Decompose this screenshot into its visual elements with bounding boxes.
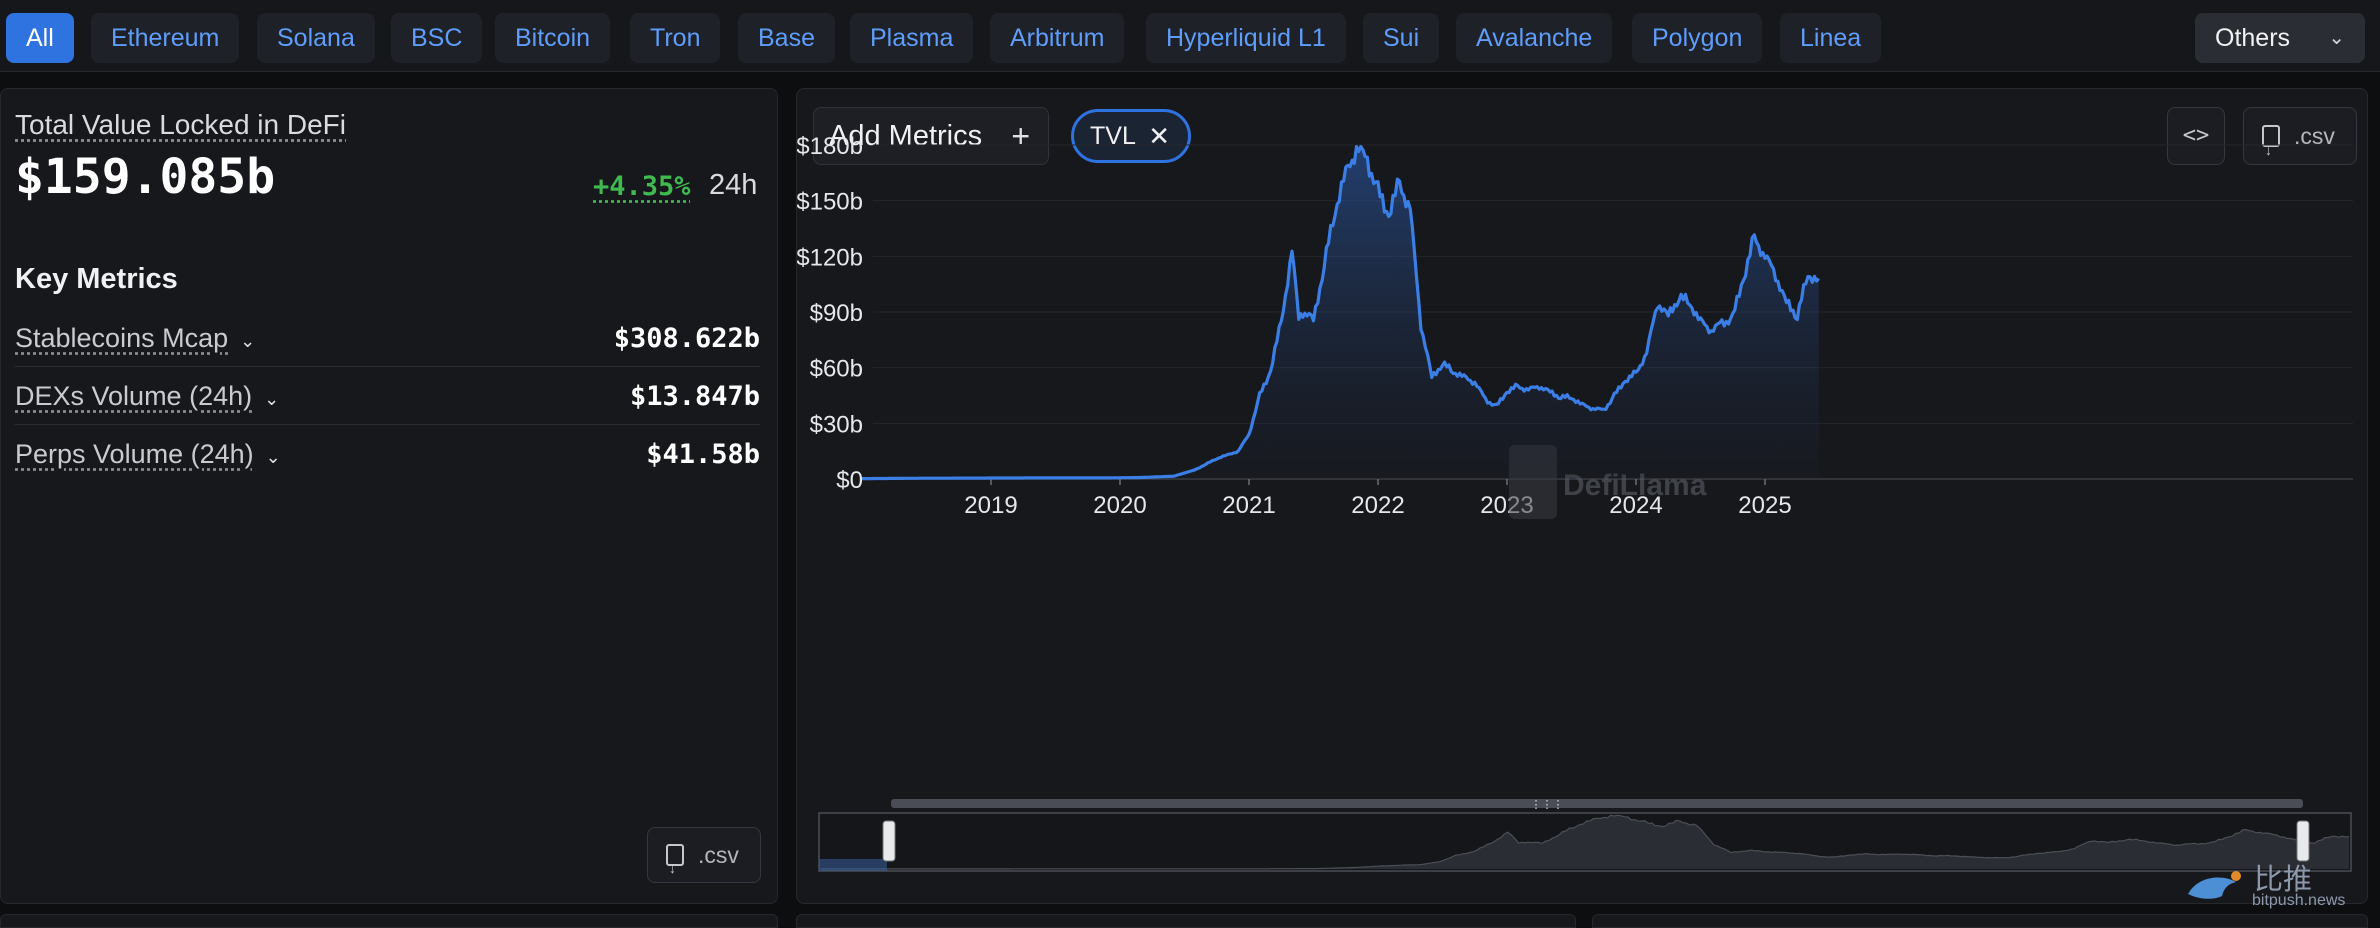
csv-label: .csv — [698, 842, 739, 868]
tab-sui[interactable]: Sui — [1363, 13, 1440, 63]
x-tick-label: 2024 — [1609, 492, 1662, 519]
tab-polygon[interactable]: Polygon — [1632, 13, 1763, 63]
others-dropdown[interactable]: Others ⌄ — [2195, 13, 2365, 63]
tab-linea[interactable]: Linea — [1780, 13, 1882, 63]
tvl-summary-panel: Total Value Locked in DeFi $159.085b +4.… — [0, 88, 778, 904]
tab-all[interactable]: All — [6, 13, 74, 63]
tvl-change-period: 24h — [709, 169, 758, 201]
y-tick-label: $150b — [797, 189, 863, 216]
range-selector-bar[interactable] — [891, 799, 2303, 808]
key-metrics-title: Key Metrics — [15, 263, 178, 295]
y-tick-label: $0 — [836, 467, 863, 494]
file-download-icon — [666, 841, 684, 895]
metric-row-stablecoins[interactable]: Stablecoins Mcap ⌄ $308.622b — [15, 311, 760, 367]
y-tick-label: $30b — [810, 411, 863, 438]
tvl-series-area — [862, 146, 1819, 479]
bitpush-watermark-logo: 比推 bitpush.news — [2184, 856, 2374, 916]
y-tick-label: $90b — [810, 300, 863, 327]
csv-download-button[interactable]: .csv — [647, 827, 761, 895]
x-axis: 2019 2020 2021 2022 2023 2024 2025 — [964, 479, 1792, 519]
chevron-down-icon: ⌄ — [264, 389, 280, 409]
tab-bsc[interactable]: BSC — [391, 13, 483, 63]
range-grip-icon[interactable]: ⋮⋮⋮ — [1531, 799, 1564, 811]
y-tick-label: $180b — [797, 133, 863, 160]
metric-name: Stablecoins Mcap ⌄ — [15, 323, 256, 353]
x-tick-label: 2025 — [1738, 492, 1791, 519]
tvl-series-line — [862, 145, 1821, 481]
next-row-panels — [0, 914, 2380, 928]
x-tick-label: 2020 — [1093, 492, 1146, 519]
chain-tab-bar: All Ethereum Solana BSC Bitcoin Tron Bas… — [0, 0, 2380, 72]
tab-tron[interactable]: Tron — [630, 13, 721, 63]
chevron-down-icon: ⌄ — [2328, 27, 2345, 49]
tab-plasma[interactable]: Plasma — [850, 13, 974, 63]
add-metrics-button[interactable]: Add Metrics + — [813, 107, 1049, 165]
range-handle-left[interactable] — [882, 820, 896, 862]
code-icon: <> — [2182, 123, 2210, 148]
close-icon[interactable]: ✕ — [1148, 121, 1170, 151]
others-label: Others — [2215, 24, 2291, 52]
tab-base[interactable]: Base — [738, 13, 835, 63]
range-preview-line — [821, 814, 2350, 870]
metric-value: $308.622b — [613, 323, 760, 354]
tab-ethereum[interactable]: Ethereum — [91, 13, 240, 63]
range-handle-right[interactable] — [2296, 820, 2310, 862]
metric-row-perps-volume[interactable]: Perps Volume (24h) ⌄ $41.58b — [15, 427, 760, 483]
y-axis: $0 $30b $60b $90b $120b $150b $180b — [797, 133, 863, 494]
metric-value: $13.847b — [629, 381, 760, 412]
metric-row-dex-volume[interactable]: DEXs Volume (24h) ⌄ $13.847b — [15, 369, 760, 425]
metric-value: $41.58b — [646, 439, 760, 470]
metric-name: DEXs Volume (24h) ⌄ — [15, 381, 280, 411]
tvl-metric-chip[interactable]: TVL ✕ — [1071, 109, 1191, 163]
tab-bitcoin[interactable]: Bitcoin — [495, 13, 611, 63]
x-tick-label: 2019 — [964, 492, 1017, 519]
tvl-value: $159.085b — [15, 149, 276, 205]
tvl-label[interactable]: Total Value Locked in DeFi — [15, 109, 346, 140]
metric-name: Perps Volume (24h) ⌄ — [15, 439, 281, 469]
chart-csv-download-button[interactable]: .csv — [2243, 107, 2357, 178]
tab-avalanche[interactable]: Avalanche — [1456, 13, 1613, 63]
x-tick-label: 2022 — [1351, 492, 1404, 519]
x-tick-label: 2021 — [1222, 492, 1275, 519]
tab-hyperliquid-l1[interactable]: Hyperliquid L1 — [1146, 13, 1346, 63]
chart-panel: Add Metrics + TVL ✕ <> .csv $0 $30b $60b $9… — [796, 88, 2368, 904]
y-tick-label: $60b — [810, 356, 863, 383]
add-metrics-label: Add Metrics — [829, 120, 983, 152]
range-selector-excluded — [819, 859, 887, 871]
tvl-change-percent[interactable]: +4.35% — [593, 171, 691, 202]
tvl-area-chart[interactable]: $0 $30b $60b $90b $120b $150b $180b 2019 2020 20… — [797, 89, 2367, 903]
tab-solana[interactable]: Solana — [257, 13, 375, 63]
chevron-down-icon: ⌄ — [265, 447, 281, 467]
tab-arbitrum[interactable]: Arbitrum — [990, 13, 1125, 63]
range-preview-area — [821, 815, 2349, 869]
y-tick-label: $120b — [797, 244, 863, 271]
embed-code-button[interactable]: <> — [2167, 107, 2225, 165]
bird-icon — [2188, 871, 2241, 899]
chevron-down-icon: ⌄ — [240, 331, 256, 351]
file-download-icon — [2262, 122, 2280, 178]
range-selector[interactable]: ⋮⋮⋮ — [818, 799, 2352, 872]
